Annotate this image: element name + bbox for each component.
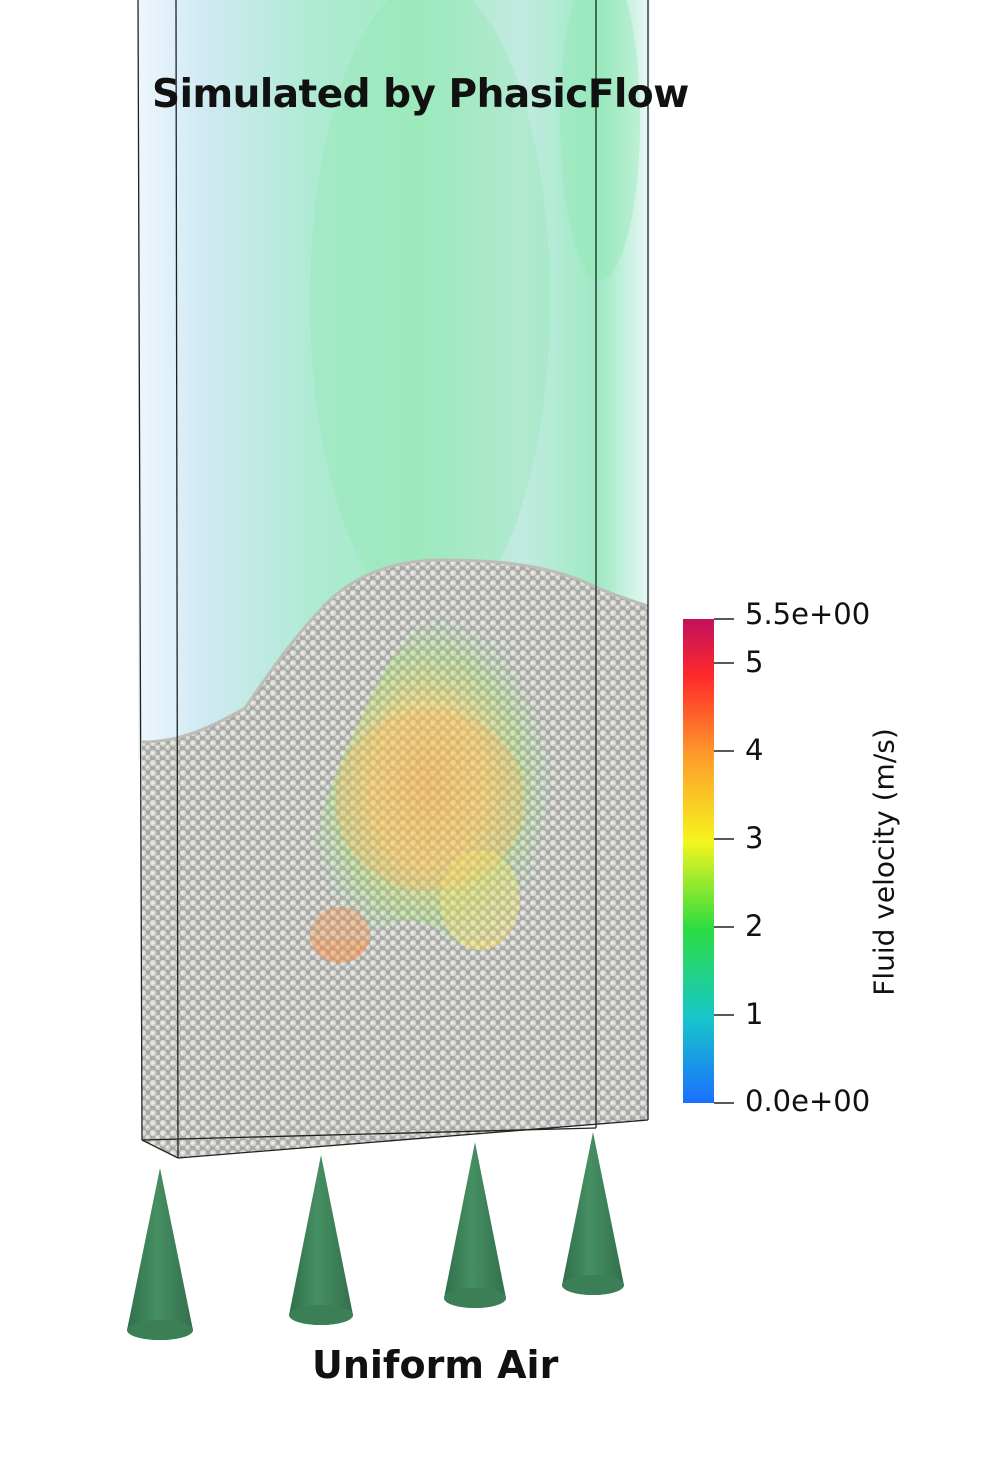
inlet-cone-2	[289, 1155, 353, 1325]
colorbar-max-label: 5.5e+00	[745, 597, 871, 631]
air-inlet-cones	[127, 1132, 624, 1340]
simulation-title: Simulated by PhasicFlow	[152, 72, 689, 117]
colorbar-tick-label: 1	[745, 997, 764, 1031]
colorbar-tick-label: 3	[745, 821, 764, 855]
colorbar-tick-label: 4	[745, 733, 764, 767]
inlet-cone-1	[127, 1168, 193, 1340]
inlet-caption: Uniform Air	[312, 1343, 559, 1387]
colorbar-ticks	[714, 618, 734, 1104]
colorbar-tick-label: 5	[745, 645, 764, 679]
colorbar	[683, 618, 734, 1104]
column-outline	[137, 0, 649, 1159]
inlet-cone-4	[562, 1132, 624, 1295]
colorbar-min-label: 0.0e+00	[745, 1084, 871, 1118]
colorbar-title: Fluid velocity (m/s)	[867, 728, 901, 996]
colorbar-tick-label: 2	[745, 909, 764, 943]
colorbar-gradient	[683, 619, 714, 1103]
bubble-plume	[300, 610, 556, 963]
inlet-cone-3	[444, 1142, 506, 1308]
